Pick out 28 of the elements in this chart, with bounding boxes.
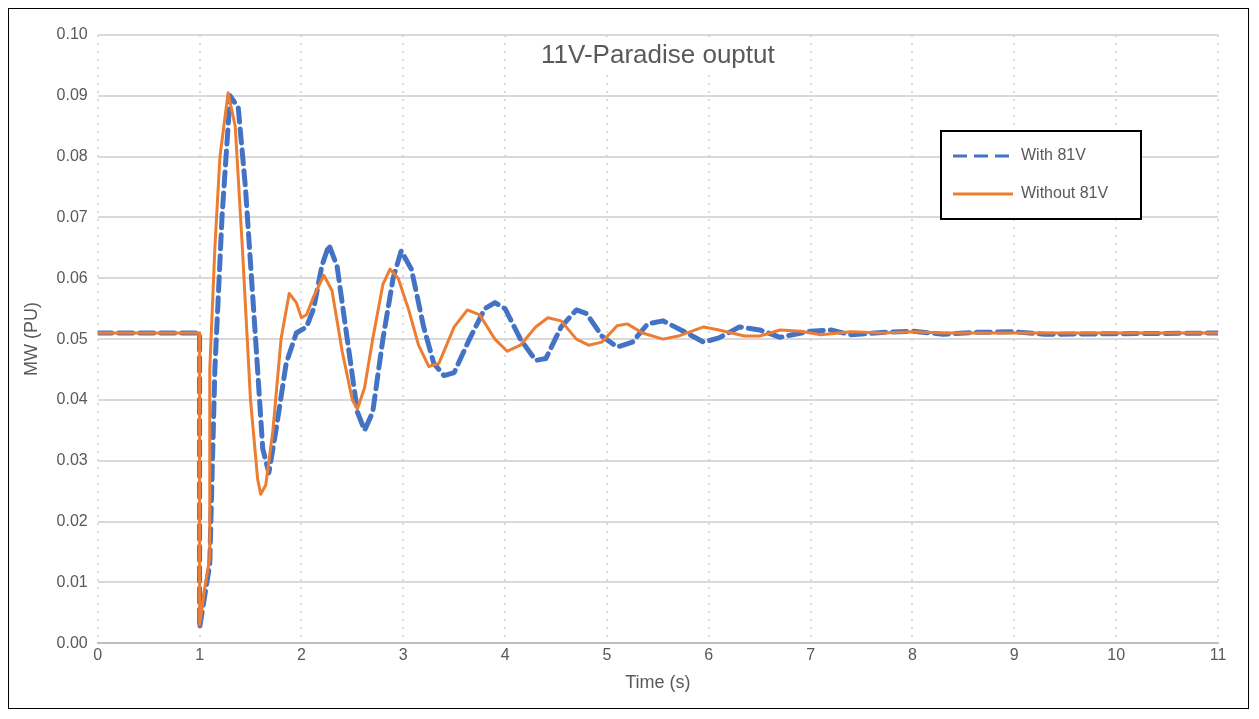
legend-label: With 81V — [1021, 146, 1087, 164]
y-tick-label: 0.05 — [56, 329, 88, 347]
y-tick-label: 0.02 — [56, 511, 88, 529]
x-tick-label: 7 — [806, 646, 816, 664]
x-tick-label: 11 — [1209, 646, 1227, 664]
x-tick-label: 1 — [195, 646, 205, 664]
y-tick-label: 0.03 — [56, 451, 88, 469]
y-tick-label: 0.07 — [56, 207, 88, 225]
x-tick-label: 4 — [500, 646, 510, 664]
y-tick-label: 0.04 — [56, 390, 88, 408]
x-axis-title: Time (s) — [625, 672, 691, 693]
x-tick-label: 10 — [1107, 646, 1126, 664]
x-tick-label: 2 — [296, 646, 306, 664]
y-tick-label: 0.01 — [56, 572, 88, 590]
y-tick-label: 0.06 — [56, 268, 88, 286]
chart-title: 11V-Paradise ouptut — [541, 39, 776, 70]
y-axis-title: MW (PU) — [20, 302, 41, 377]
x-tick-label: 5 — [602, 646, 612, 664]
y-tick-label: 0.09 — [56, 86, 88, 104]
x-tick-label: 0 — [93, 646, 103, 664]
x-tick-label: 8 — [908, 646, 918, 664]
x-tick-label: 6 — [704, 646, 714, 664]
legend-label: Without 81V — [1021, 184, 1109, 202]
y-tick-label: 0.10 — [56, 25, 88, 43]
x-tick-label: 9 — [1009, 646, 1019, 664]
y-tick-label: 0.00 — [56, 633, 88, 651]
y-tick-label: 0.08 — [56, 147, 88, 165]
x-tick-label: 3 — [398, 646, 408, 664]
